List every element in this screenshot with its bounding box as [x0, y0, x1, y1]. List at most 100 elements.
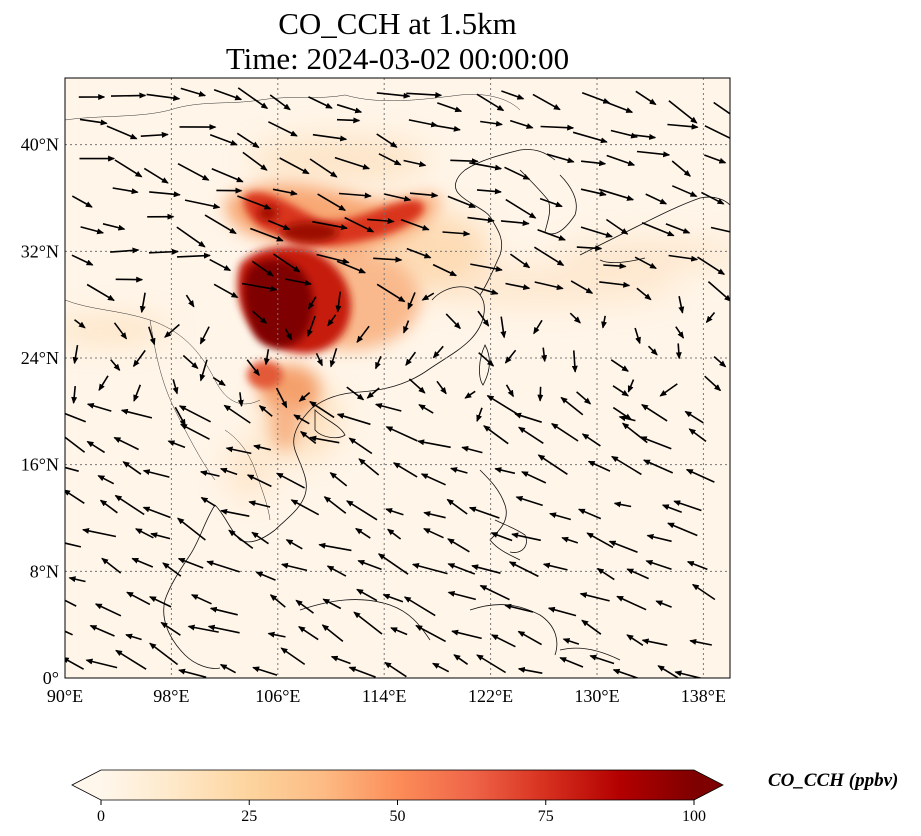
wind-vector-arrow [140, 131, 169, 138]
wind-vector-arrow [641, 222, 675, 237]
wind-vector-arrow [675, 343, 682, 360]
wind-vector-arrow [298, 626, 319, 641]
wind-vector-arrow [199, 470, 220, 477]
wind-vector-arrow [99, 499, 118, 514]
wind-vector-arrow [182, 354, 199, 369]
colorbar-ticks: 0 25 50 75 100 [97, 800, 706, 825]
wind-vector-arrow [213, 89, 243, 101]
wind-vector-arrow [476, 654, 507, 674]
wind-vector-arrow [316, 253, 350, 264]
wind-vector-arrow [336, 117, 361, 124]
wind-vector-arrow [133, 384, 142, 402]
wind-vector-arrow [674, 670, 704, 678]
wind-vector-arrow [209, 133, 238, 146]
wind-vector-arrow [385, 508, 404, 516]
wind-vector-arrow [599, 281, 631, 288]
longitude-tick-labels: 90°E 98°E 106°E 114°E 122°E 130°E 138°E [47, 686, 726, 706]
wind-vector-arrow [356, 325, 370, 344]
lon-tick-label: 106°E [255, 686, 300, 706]
wind-vector-arrow [576, 391, 592, 405]
colorbar-label: CO_CCH (ppbv) [768, 770, 899, 791]
wind-vector-arrow [376, 92, 411, 99]
wind-vector-arrow [409, 192, 439, 199]
wind-vector-arrow [562, 638, 580, 645]
wind-vector-arrow [603, 263, 627, 270]
wind-vector-arrow [176, 252, 211, 259]
wind-vector-arrow [464, 390, 476, 399]
wind-vector-arrow [115, 649, 147, 670]
wind-vector-arrow [125, 633, 142, 641]
wind-vector-arrow [408, 119, 439, 128]
wind-vector-arrow [598, 188, 635, 201]
wind-vector-arrow [417, 439, 451, 449]
wind-vector-arrow [405, 351, 417, 367]
wind-vector-arrow [376, 133, 398, 148]
wind-vector-arrow [65, 412, 86, 423]
wind-vector-arrow [334, 156, 371, 170]
wind-vector-arrow [403, 596, 436, 617]
wind-vector-arrow [346, 500, 378, 521]
wind-vector-arrow [580, 188, 607, 197]
wind-vector-arrow [164, 323, 180, 338]
wind-vector-arrow [132, 349, 146, 368]
map-subtitle-time: Time: 2024-03-02 00:00:00 [225, 41, 570, 76]
wind-vector-arrow [376, 283, 406, 303]
wind-vector-arrow [408, 378, 426, 394]
wind-vector-arrow [423, 527, 444, 539]
wind-vector-arrow [688, 428, 707, 443]
wind-vector-arrow [180, 87, 207, 97]
wind-vector-arrow [587, 460, 611, 472]
wind-vector-arrow [618, 415, 636, 422]
wind-vector-arrow [385, 426, 418, 442]
wind-vector-arrow [434, 124, 461, 132]
wind-vector-arrow [307, 296, 317, 310]
colorbar-extend-high [694, 770, 723, 800]
wind-vector-arrow [626, 568, 649, 580]
wind-vector-arrow [710, 226, 730, 233]
wind-vector-arrow [309, 158, 338, 178]
wind-vector-arrow [326, 565, 347, 577]
wind-vector-arrow [298, 391, 311, 402]
wind-vector-arrow [476, 407, 483, 423]
wind-vector-arrow [263, 349, 270, 366]
wind-vector-arrow [418, 404, 434, 414]
wind-vector-arrow [267, 219, 291, 231]
wind-vector-arrow [645, 193, 668, 205]
wind-vector-arrow [537, 386, 544, 402]
wind-vector-arrow [200, 496, 216, 507]
wind-vector-arrow [65, 436, 86, 453]
wind-vector-arrow [511, 532, 541, 542]
wind-vector-arrow [65, 599, 77, 607]
wind-vector-arrow [453, 654, 469, 665]
wind-vector-arrow [642, 459, 674, 474]
wind-vector-arrow [79, 118, 108, 126]
wind-vector-arrow [415, 624, 446, 643]
lon-tick-label: 122°E [468, 686, 513, 706]
wind-vector-arrow [241, 282, 278, 292]
wind-vector-arrow [374, 355, 382, 370]
wind-vector-arrow [612, 668, 640, 678]
wind-vector-arrow [255, 571, 276, 581]
wind-vector-arrow [610, 129, 639, 139]
wind-vector-arrow [521, 471, 547, 484]
wind-vector-arrow [377, 553, 409, 575]
wind-vector-arrow [671, 185, 698, 198]
wind-vector-arrow [509, 253, 531, 269]
wind-vector-arrow [382, 593, 404, 603]
wind-vector-arrow [550, 423, 579, 442]
colorbar-gradient [101, 770, 694, 800]
wind-vector-arrow [251, 531, 269, 545]
wind-vector-arrow [280, 647, 306, 666]
wind-vector-arrow [65, 540, 82, 548]
wind-vector-arrow [407, 292, 416, 310]
wind-vector-arrow [432, 345, 444, 359]
wind-vector-arrow [348, 437, 373, 455]
wind-vector-arrow [486, 395, 518, 415]
lat-tick-label: 24°N [21, 348, 59, 368]
wind-vector-arrow [581, 160, 607, 167]
wind-vector-arrow [237, 392, 244, 407]
wind-vector-arrow [65, 657, 84, 670]
wind-vector-arrow [335, 291, 342, 313]
wind-vector-arrow [505, 384, 514, 398]
wind-vector-arrow [508, 561, 539, 578]
